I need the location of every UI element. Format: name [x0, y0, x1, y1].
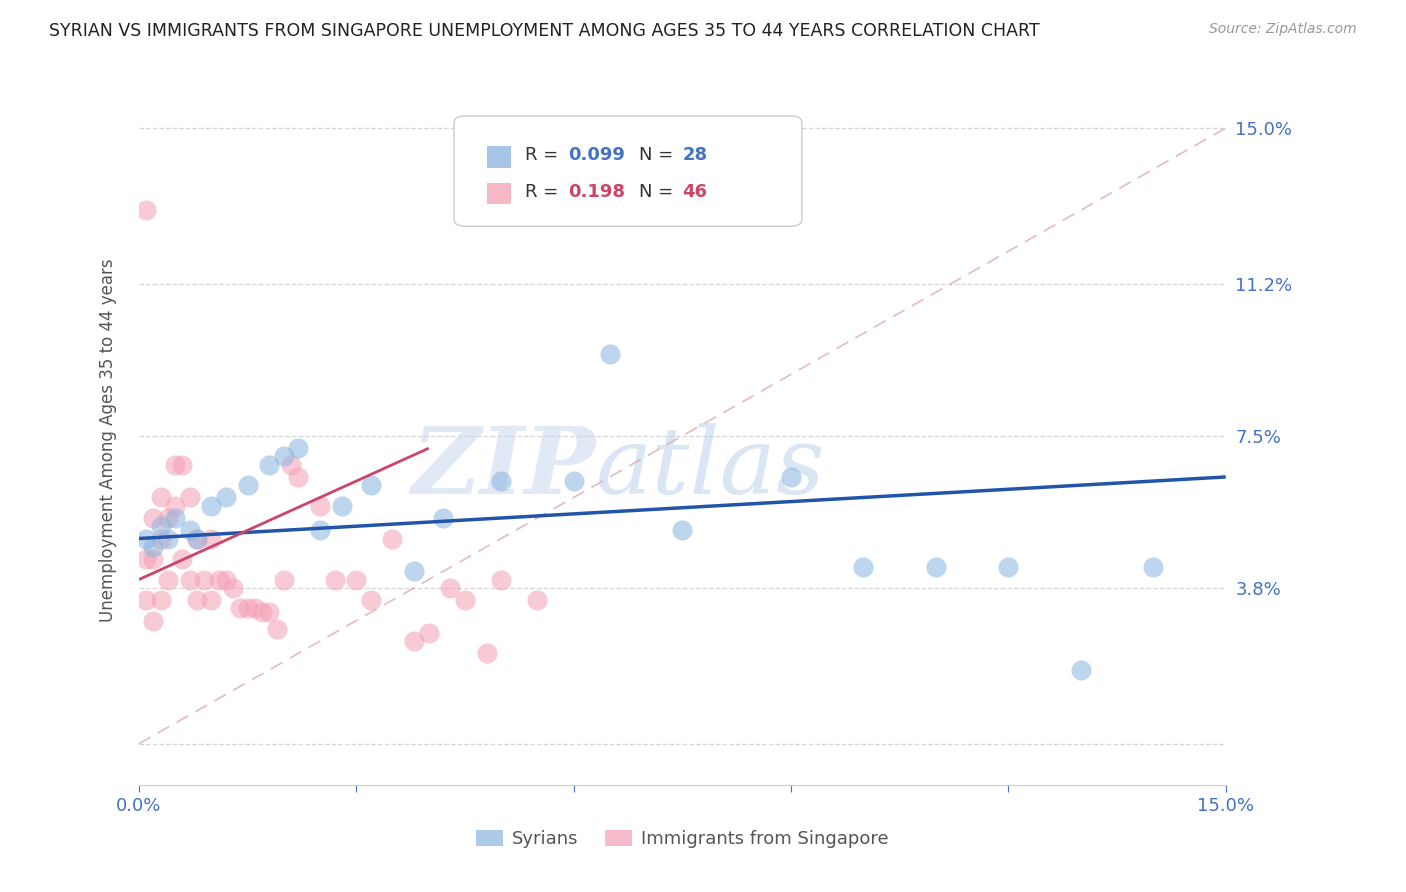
Point — [149, 491, 172, 505]
Point — [156, 573, 179, 587]
Point — [135, 532, 157, 546]
Point — [243, 601, 266, 615]
Point — [229, 601, 252, 615]
Point — [200, 532, 222, 546]
Point — [149, 519, 172, 533]
Point — [135, 203, 157, 218]
Point — [156, 511, 179, 525]
Point — [149, 532, 172, 546]
Point — [149, 593, 172, 607]
Text: Source: ZipAtlas.com: Source: ZipAtlas.com — [1209, 22, 1357, 37]
Y-axis label: Unemployment Among Ages 35 to 44 years: Unemployment Among Ages 35 to 44 years — [100, 258, 117, 622]
Point — [381, 532, 404, 546]
Point — [186, 532, 208, 546]
Point — [925, 560, 948, 574]
Point — [780, 470, 803, 484]
Point — [330, 499, 353, 513]
Point — [309, 499, 332, 513]
Point — [1070, 663, 1092, 677]
Point — [418, 626, 440, 640]
Point — [404, 565, 426, 579]
Text: atlas: atlas — [595, 423, 825, 513]
FancyBboxPatch shape — [454, 116, 801, 227]
Point — [236, 478, 259, 492]
Point — [309, 524, 332, 538]
Point — [562, 474, 585, 488]
Point — [360, 593, 382, 607]
Point — [852, 560, 875, 574]
Point — [344, 573, 367, 587]
Point — [172, 552, 194, 566]
Point — [215, 573, 238, 587]
Point — [200, 593, 222, 607]
Point — [186, 532, 208, 546]
Point — [489, 573, 512, 587]
Point — [179, 491, 201, 505]
Text: 0.099: 0.099 — [568, 146, 626, 164]
Point — [236, 601, 259, 615]
Point — [222, 581, 245, 595]
Legend: Syrians, Immigrants from Singapore: Syrians, Immigrants from Singapore — [468, 822, 896, 855]
Point — [671, 524, 693, 538]
Point — [179, 524, 201, 538]
Point — [1142, 560, 1164, 574]
Point — [404, 634, 426, 648]
Point — [193, 573, 215, 587]
Point — [135, 552, 157, 566]
Point — [280, 458, 302, 472]
Point — [259, 606, 281, 620]
Point — [172, 458, 194, 472]
Point — [142, 552, 165, 566]
Point — [432, 511, 454, 525]
Point — [287, 470, 309, 484]
Point — [287, 441, 309, 455]
Point — [215, 491, 238, 505]
Point — [266, 622, 288, 636]
Point — [250, 606, 273, 620]
Point — [186, 593, 208, 607]
Point — [997, 560, 1019, 574]
Point — [142, 511, 165, 525]
Text: 0.198: 0.198 — [568, 183, 626, 201]
Text: N =: N = — [638, 183, 679, 201]
Text: 28: 28 — [682, 146, 707, 164]
Point — [273, 450, 295, 464]
Point — [165, 511, 187, 525]
Text: 46: 46 — [682, 183, 707, 201]
Point — [599, 347, 621, 361]
Point — [360, 478, 382, 492]
Point — [454, 593, 477, 607]
Point — [142, 614, 165, 628]
Point — [259, 458, 281, 472]
Point — [200, 499, 222, 513]
Point — [156, 532, 179, 546]
Point — [135, 593, 157, 607]
Point — [323, 573, 346, 587]
Point — [439, 581, 461, 595]
Text: ZIP: ZIP — [411, 423, 595, 513]
Point — [526, 593, 548, 607]
Point — [142, 540, 165, 554]
Point — [489, 474, 512, 488]
Text: N =: N = — [638, 146, 679, 164]
Text: R =: R = — [524, 183, 564, 201]
Text: SYRIAN VS IMMIGRANTS FROM SINGAPORE UNEMPLOYMENT AMONG AGES 35 TO 44 YEARS CORRE: SYRIAN VS IMMIGRANTS FROM SINGAPORE UNEM… — [49, 22, 1040, 40]
Point — [179, 573, 201, 587]
Point — [207, 573, 229, 587]
FancyBboxPatch shape — [486, 146, 510, 168]
Point — [273, 573, 295, 587]
Point — [165, 458, 187, 472]
Point — [165, 499, 187, 513]
Text: R =: R = — [524, 146, 564, 164]
Point — [475, 647, 498, 661]
FancyBboxPatch shape — [486, 183, 510, 204]
